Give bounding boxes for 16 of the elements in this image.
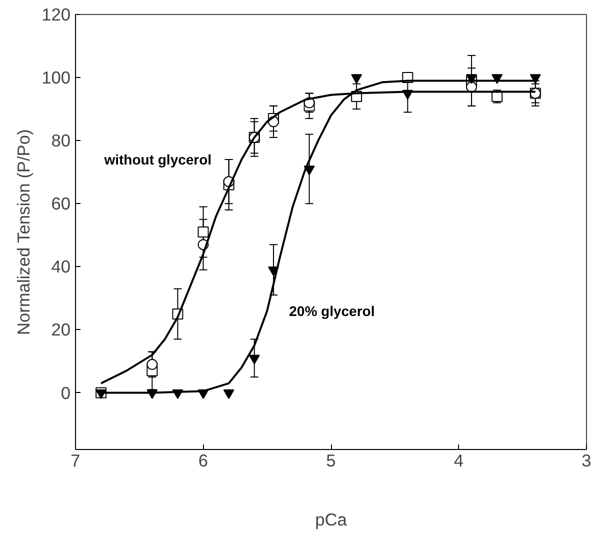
x-tick-label: 3	[582, 450, 592, 470]
y-tick-label: 60	[51, 194, 71, 214]
y-tick-label: 80	[51, 130, 71, 151]
y-tick-label: 40	[51, 256, 71, 277]
x-tick-label: 6	[198, 450, 208, 470]
series-label: without glycerol	[103, 152, 212, 168]
x-tick-label: 5	[326, 450, 336, 470]
y-tick-label: 0	[60, 382, 71, 403]
x-axis-title: pCa	[315, 510, 348, 530]
y-tick-label: 120	[42, 4, 71, 24]
y-tick-label: 100	[42, 68, 71, 88]
series-label: 20% glycerol	[289, 302, 375, 319]
x-tick-label: 4	[454, 450, 464, 470]
y-axis-title: Normalized Tension (P/Po)	[14, 129, 34, 336]
y-tick-label: 20	[51, 320, 71, 340]
x-tick-label: 7	[70, 450, 80, 470]
